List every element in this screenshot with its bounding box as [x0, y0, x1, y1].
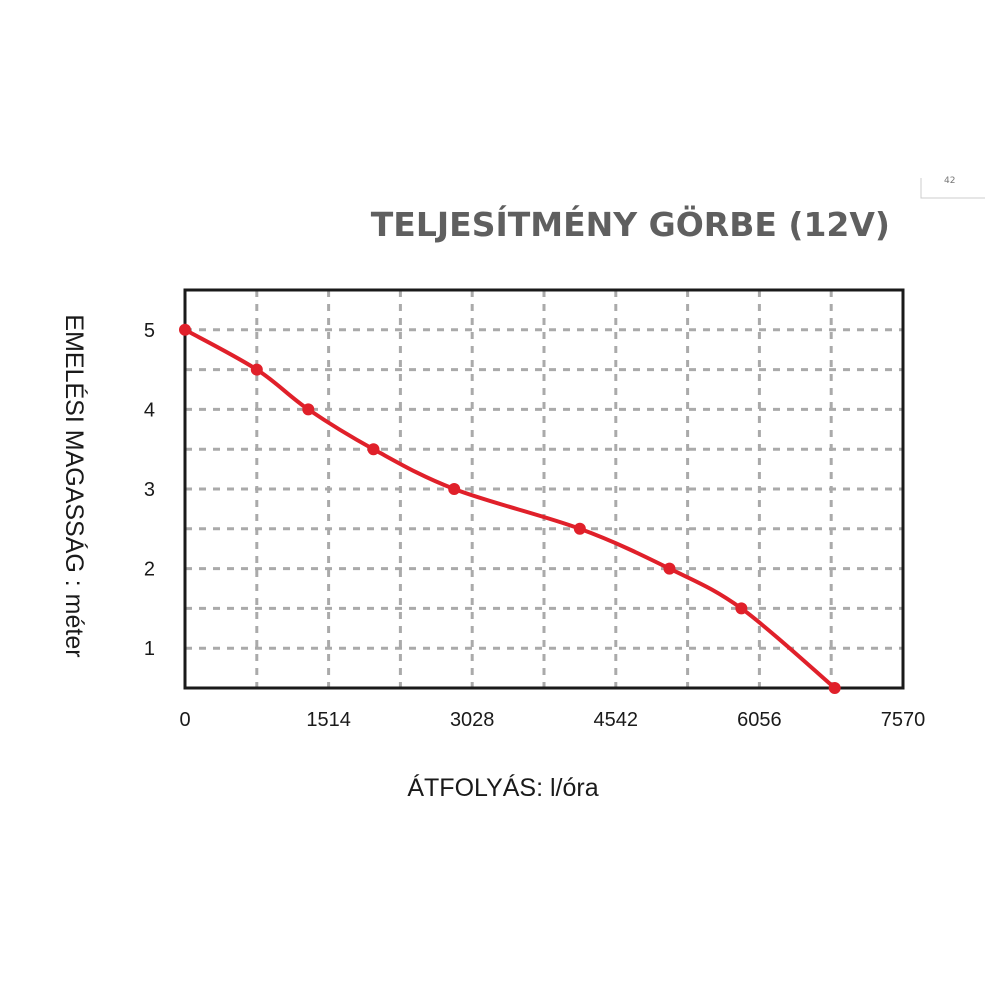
data-point-5 — [573, 522, 586, 535]
x-tick-label-0: 0 — [179, 709, 190, 731]
grid-lines — [185, 290, 903, 688]
series-line — [183, 327, 837, 690]
x-tick-label-4: 6056 — [737, 709, 782, 731]
corner-note-box: 42 — [920, 176, 985, 199]
x-tick-label-5: 7570 — [881, 709, 926, 731]
y-tick-label-1: 2 — [144, 559, 155, 581]
data-point-0 — [179, 323, 191, 336]
x-tick-label-2: 3028 — [450, 709, 495, 731]
plot-frame — [183, 288, 905, 690]
data-point-3 — [367, 443, 380, 456]
y-tick-label-3: 4 — [144, 399, 155, 421]
chart-title: TELJESÍTMÉNY GÖRBE (12V) — [371, 204, 890, 244]
data-point-4 — [448, 483, 461, 495]
data-point-6 — [663, 562, 676, 575]
data-points — [179, 323, 841, 694]
x-axis-ticks: 0 1514 3028 4542 6056 7570 — [179, 709, 925, 731]
y-tick-label-2: 3 — [144, 479, 155, 501]
data-point-8 — [828, 682, 841, 694]
data-point-2 — [302, 403, 315, 416]
y-tick-label-0: 1 — [144, 638, 155, 660]
y-axis-ticks: 1 2 3 4 5 — [144, 320, 155, 660]
corner-note: 42 — [944, 176, 955, 186]
y-tick-label-4: 5 — [144, 320, 155, 342]
data-point-7 — [735, 602, 748, 615]
x-tick-label-1: 1514 — [306, 709, 351, 731]
x-tick-label-3: 4542 — [594, 709, 639, 731]
data-point-1 — [250, 363, 263, 376]
x-axis-label: ÁTFOLYÁS: l/óra — [407, 773, 598, 802]
y-axis-label: EMELÉSI MAGASSÁG : méter — [60, 314, 89, 657]
